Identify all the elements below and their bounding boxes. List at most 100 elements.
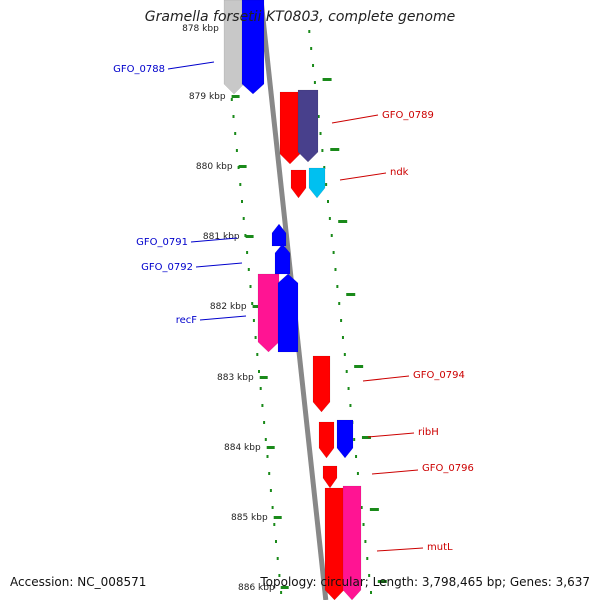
ring-dot	[338, 302, 341, 305]
ring-dot	[336, 285, 339, 288]
scale-label: 881 kbp	[203, 232, 240, 242]
gene-label: GFO_0788	[113, 64, 165, 75]
ring-dot	[360, 506, 363, 509]
gene-block	[342, 485, 362, 601]
gene-block	[324, 487, 345, 601]
gene-block	[279, 91, 301, 165]
gene-leader-line	[190, 237, 238, 243]
ring-dot	[323, 166, 326, 169]
gene-block	[336, 419, 354, 459]
scale-label: 886 kbp	[238, 583, 275, 593]
scale-label: 882 kbp	[210, 302, 247, 312]
scale-tick	[231, 95, 240, 98]
ring-dot	[234, 132, 237, 135]
ring-dot	[247, 268, 250, 271]
ring-dot	[347, 387, 350, 390]
ring-dot	[280, 591, 283, 594]
gene-label: GFO_0794	[413, 370, 465, 381]
gene-label: mutL	[427, 542, 453, 553]
ring-tick	[354, 365, 364, 368]
ring-dot	[259, 387, 262, 390]
gene-label: GFO_0791	[136, 237, 188, 248]
ring-dot	[268, 472, 271, 475]
ring-dot	[362, 523, 365, 526]
ring-dot	[249, 285, 252, 288]
scale-label: 883 kbp	[217, 373, 254, 383]
ring-dot	[310, 47, 313, 50]
ring-dot	[334, 268, 337, 271]
ring-tick	[330, 148, 340, 151]
scale-label: 879 kbp	[189, 92, 226, 102]
ring-dot	[276, 557, 279, 560]
ring-dot	[242, 217, 245, 220]
ring-dot	[332, 251, 335, 254]
scale-tick	[273, 516, 282, 519]
gene-leader-line	[199, 315, 247, 321]
ring-dot	[244, 234, 247, 237]
gene-block	[274, 243, 291, 275]
ring-dot	[328, 217, 331, 220]
ring-dot	[308, 30, 311, 33]
gene-block	[257, 273, 280, 353]
gene-label: GFO_0789	[382, 110, 434, 121]
ring-dot	[230, 98, 233, 101]
gene-leader-line	[331, 114, 379, 124]
ring-dot	[246, 251, 249, 254]
scale-tick	[245, 235, 254, 238]
ring-dot	[275, 540, 277, 543]
gene-leader-line	[195, 262, 243, 268]
gene-block	[241, 0, 265, 95]
ring-dot	[271, 506, 274, 509]
scale-label: 880 kbp	[196, 162, 233, 172]
ring-dot	[269, 489, 272, 492]
ring-dot	[368, 574, 371, 577]
ring-dot	[239, 183, 242, 186]
gene-label: GFO_0796	[422, 463, 474, 474]
gene-block	[308, 167, 326, 199]
ring-dot	[345, 370, 348, 373]
ring-dot	[261, 404, 264, 407]
scale-label: 884 kbp	[224, 443, 261, 453]
gene-block	[290, 169, 307, 199]
gene-block	[271, 223, 287, 247]
gene-label: recF	[176, 315, 198, 326]
gene-block	[322, 465, 338, 489]
gene-label: GFO_0792	[141, 262, 193, 273]
scale-label: 878 kbp	[182, 24, 219, 34]
ring-dot	[278, 574, 281, 577]
ring-dot	[364, 540, 367, 543]
gene-leader-line	[376, 547, 424, 552]
ring-dot	[263, 421, 266, 424]
ring-tick	[346, 293, 356, 296]
ring-dot	[317, 115, 320, 118]
ring-dot	[340, 319, 343, 322]
ring-dot	[341, 336, 344, 339]
ring-dot	[356, 472, 359, 475]
gene-block	[318, 421, 335, 459]
ring-dot	[235, 149, 238, 152]
gene-block	[297, 89, 319, 163]
ring-tick	[361, 436, 371, 439]
gene-block	[312, 355, 331, 413]
ring-dot	[266, 455, 269, 458]
ring-dot	[343, 353, 346, 356]
gene-label: ribH	[418, 427, 439, 438]
gene-block	[277, 273, 299, 353]
gene-leader-line	[362, 375, 410, 382]
ring-dot	[264, 438, 267, 441]
map-title: Gramella forsetii KT0803, complete genom…	[144, 9, 456, 25]
ring-dot	[313, 81, 316, 84]
ring-dot	[353, 438, 356, 441]
ring-dot	[327, 200, 329, 203]
ring-dot	[370, 591, 373, 594]
ring-dot	[258, 370, 260, 373]
ring-dot	[312, 64, 315, 67]
accession-text: Accession: NC_008571	[10, 575, 147, 589]
genome-summary-text: Topology: circular; Length: 3,798,465 bp…	[260, 575, 590, 589]
ring-dot	[355, 455, 358, 458]
ring-dot	[273, 523, 276, 526]
ring-dot	[256, 353, 259, 356]
ring-dot	[366, 557, 369, 560]
gene-leader-line	[167, 61, 215, 70]
